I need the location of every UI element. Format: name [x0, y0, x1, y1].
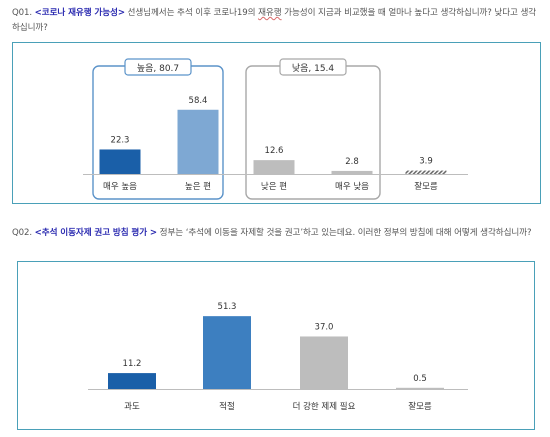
q1-text-a: 선생님께서는 추석 이후 코로나19의: [124, 8, 259, 18]
q2-bar-chart: 11.2 과도 51.3 적절 37.0 더 강한 제제 필요 0.5 잘모름: [88, 302, 468, 412]
q1-group-label-1: 높음, 80.7: [137, 63, 179, 74]
q2-category-label-3: 더 강한 제제 필요: [293, 401, 356, 412]
q1-group-box-2: [245, 65, 381, 200]
q1-bar-3: [253, 160, 295, 174]
q2-category-label-2: 적절: [219, 401, 235, 412]
q1-bar-4: [331, 170, 373, 174]
q1-bar-2: [177, 109, 219, 174]
q2-question: Q02. <추석 이동자제 권고 방침 평가 > 정부는 ‘추석에 이동을 자제…: [12, 226, 540, 241]
q2-value-label-3: 37.0: [315, 322, 334, 332]
q1-text-b: 가능성이 지금과 비교했을 때 얼마나 높다고 생각하십니까? 낮다고 생각하십…: [12, 8, 537, 33]
q2-text: 정부는 ‘추석에 이동을 자제할 것을 권고’하고 있는데요. 이러한 정부의 …: [157, 228, 532, 238]
q2-value-label-4: 0.5: [413, 374, 427, 384]
q2-bar-2: [203, 316, 251, 389]
q1-value-label-4: 2.8: [345, 157, 359, 167]
q1-category-label-1: 매우 높음: [103, 182, 137, 192]
q1-value-label-5: 3.9: [419, 157, 433, 167]
q1-value-label-2: 58.4: [189, 96, 208, 106]
q1-number: Q01.: [12, 8, 33, 18]
q1-category-label-4: 매우 낮음: [335, 181, 369, 192]
q1-category-label-5: 잘모름: [414, 181, 438, 192]
q2-bar-3: [300, 336, 348, 389]
q2-number: Q02.: [12, 228, 33, 238]
q1-bar-5: [405, 170, 447, 174]
q2-value-label-1: 11.2: [123, 359, 142, 369]
q1-bar-chart: 높음, 80.7 낮음, 15.4 22.3 매우 높음 58.4 높은 편 12.6 낮은 …: [83, 58, 468, 200]
q1-highlight: 재유행: [258, 8, 282, 18]
q1-question: Q01. <코로나 재유행 가능성> 선생님께서는 추석 이후 코로나19의 재…: [12, 6, 540, 36]
q1-category-label-2: 높은 편: [185, 181, 211, 192]
q2-chart-panel: 11.2 과도 51.3 적절 37.0 더 강한 제제 필요 0.5 잘모름: [17, 261, 535, 430]
q1-group-label-box-1: [124, 58, 192, 76]
q1-chart-panel: 높음, 80.7 낮음, 15.4 22.3 매우 높음 58.4 높은 편 12.6 낮은 …: [12, 42, 541, 204]
q1-value-label-3: 12.6: [265, 146, 284, 156]
q1-group-label-box-2: [279, 58, 347, 76]
q1-topic: <코로나 재유행 가능성>: [34, 8, 125, 18]
q2-category-label-4: 잘모름: [408, 401, 432, 412]
q2-bar-1: [108, 373, 156, 389]
q2-topic: <추석 이동자제 권고 방침 평가 >: [34, 228, 158, 238]
q2-value-label-2: 51.3: [218, 302, 237, 312]
q2-bar-4: [396, 387, 444, 389]
q2-category-label-1: 과도: [124, 402, 140, 412]
q1-group-label-2: 낮음, 15.4: [292, 63, 335, 74]
q1-category-label-3: 낮은 편: [261, 181, 287, 192]
q1-value-label-1: 22.3: [111, 135, 130, 145]
q1-bar-1: [99, 149, 141, 174]
